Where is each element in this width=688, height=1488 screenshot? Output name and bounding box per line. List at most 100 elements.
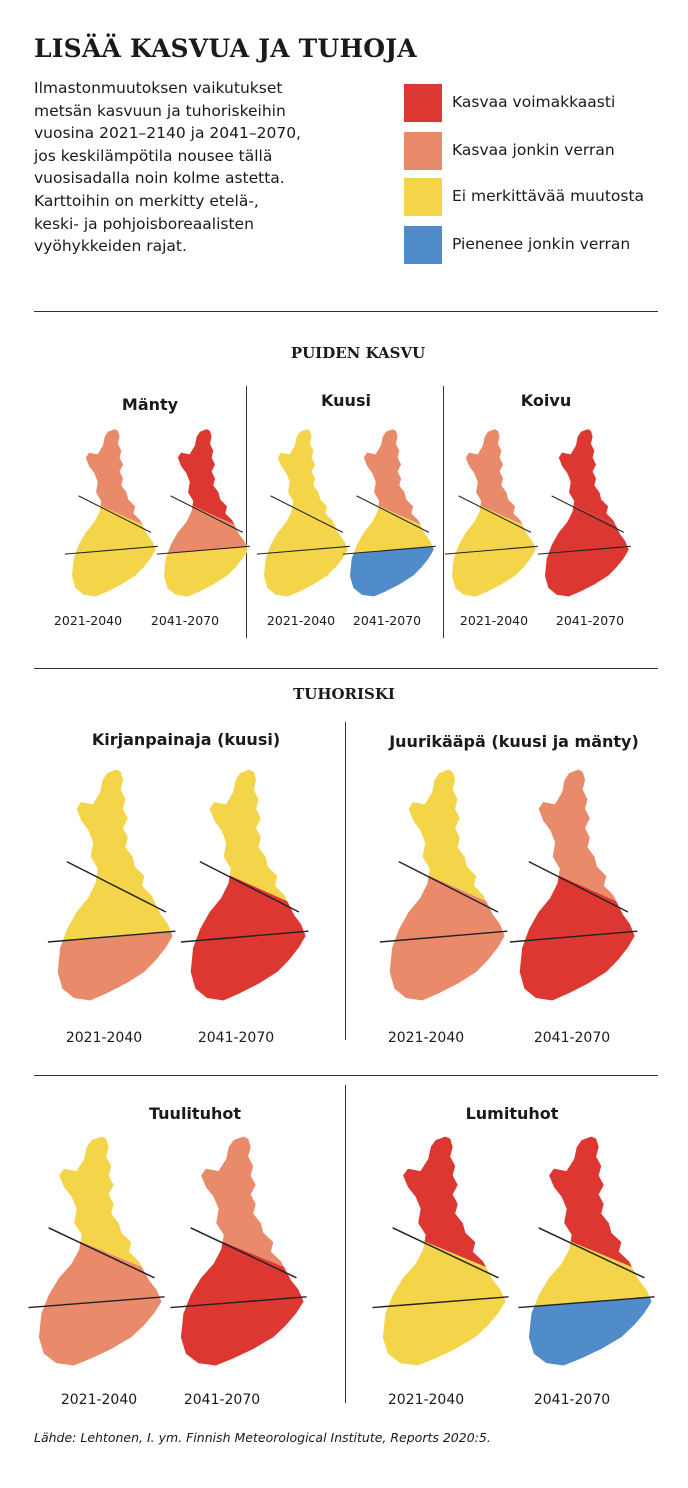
legend-label: Ei merkittävää muutosta	[452, 187, 645, 205]
finland-map-svg	[342, 428, 436, 598]
zone-south	[544, 546, 629, 597]
divider	[345, 722, 346, 1040]
intro-line: metsän kasvuun ja tuhoriskeihin	[34, 101, 286, 120]
divider	[34, 668, 658, 669]
zone-boundary-line	[180, 930, 309, 943]
panel-title-manty: Mänty	[121, 395, 179, 414]
map-outline	[382, 1135, 507, 1367]
finland-map	[342, 428, 436, 602]
zone-boundary-line	[537, 545, 631, 555]
finland-map	[372, 1135, 509, 1373]
finland-map	[47, 768, 176, 1008]
zone-south	[190, 931, 306, 1001]
period-label: 2041-2070	[533, 1392, 611, 1408]
divider	[443, 386, 444, 638]
period-label: 2021-2040	[266, 613, 336, 628]
panel-title-tuulituhot: Tuulituhot	[149, 1104, 241, 1123]
finland-map-svg	[47, 768, 176, 1002]
map-outline	[528, 1135, 653, 1367]
divider	[34, 311, 658, 312]
divider	[34, 1075, 658, 1076]
zone-boundary-line	[458, 495, 532, 533]
zone-south	[71, 546, 156, 597]
panel-title-koivu: Koivu	[520, 391, 572, 410]
zone-boundary-line	[538, 1227, 645, 1279]
zone-south	[38, 1296, 162, 1366]
finland-map	[170, 1135, 307, 1373]
map-outline	[71, 428, 157, 598]
legend-label: Kasvaa jonkin verran	[452, 141, 615, 159]
legend-item-decrease: Pienenee jonkin verran	[404, 226, 674, 264]
finland-map	[28, 1135, 165, 1373]
finland-map	[444, 428, 538, 602]
section-title-growth: PUIDEN KASVU	[290, 344, 426, 362]
zone-south	[57, 931, 173, 1001]
map-outline	[180, 1135, 305, 1367]
legend-item-strong: Kasvaa voimakkaasti	[404, 84, 674, 122]
page-title: LISÄÄ KASVUA JA TUHOJA	[34, 34, 417, 63]
zone-south	[382, 1296, 506, 1366]
zone-boundary-line	[551, 495, 625, 533]
zone-south	[519, 931, 635, 1001]
zone-boundary-line	[342, 545, 436, 555]
map-outline	[190, 768, 307, 1002]
zone-boundary-line	[509, 930, 638, 943]
divider	[345, 1085, 346, 1403]
intro-line: keski- ja pohjoisboreaalisten	[34, 214, 254, 233]
panel-title-kirjanpainaja: Kirjanpainaja (kuusi)	[91, 730, 281, 749]
legend-swatch-strong	[404, 84, 442, 122]
period-label: 2041-2070	[197, 1030, 275, 1046]
map-outline	[163, 428, 249, 598]
map-outline	[57, 768, 174, 1002]
finland-map	[180, 768, 309, 1008]
zone-boundary-line	[270, 495, 344, 533]
period-label: 2041-2070	[183, 1392, 261, 1408]
legend-label: Pienenee jonkin verran	[452, 235, 631, 253]
zone-boundary-line	[518, 1296, 655, 1309]
panel-title-kuusi: Kuusi	[321, 391, 371, 410]
period-label: 2021-2040	[459, 613, 529, 628]
zone-south	[349, 546, 434, 597]
finland-map-svg	[256, 428, 350, 598]
finland-map-svg	[180, 768, 309, 1002]
map-outline	[451, 428, 537, 598]
finland-map	[379, 768, 508, 1008]
finland-map-svg	[518, 1135, 655, 1367]
source-note: Lähde: Lehtonen, I. ym. Finnish Meteorol…	[34, 1430, 491, 1445]
intro-line: vuosisadalla noin kolme astetta.	[34, 169, 285, 188]
finland-map-svg	[28, 1135, 165, 1367]
intro-line: vuosina 2021–2140 ja 2041–2070,	[34, 124, 301, 143]
finland-map	[509, 768, 638, 1008]
zone-south	[389, 931, 505, 1001]
legend-label: Kasvaa voimakkaasti	[452, 93, 616, 111]
legend-item-some: Kasvaa jonkin verran	[404, 132, 674, 170]
finland-map-svg	[156, 428, 250, 598]
zone-boundary-line	[47, 930, 176, 943]
zone-boundary-line	[170, 1296, 307, 1309]
finland-map	[537, 428, 631, 602]
period-label: 2021-2040	[387, 1030, 465, 1046]
finland-map	[156, 428, 250, 602]
map-outline	[544, 428, 630, 598]
period-label: 2021-2040	[387, 1392, 465, 1408]
zone-boundary-line	[199, 860, 300, 913]
zone-boundary-line	[528, 860, 629, 913]
finland-map-svg	[444, 428, 538, 598]
period-label: 2021-2040	[65, 1030, 143, 1046]
zone-boundary-line	[356, 495, 430, 533]
intro-line: jos keskilämpötila nousee tällä	[34, 146, 273, 165]
map-outline	[349, 428, 435, 598]
finland-map-svg	[509, 768, 638, 1002]
zone-south	[263, 546, 348, 597]
finland-map	[518, 1135, 655, 1373]
map-outline	[38, 1135, 163, 1367]
finland-map-svg	[372, 1135, 509, 1367]
period-label: 2041-2070	[150, 613, 220, 628]
panel-title-juurikaapa: Juurikääpä (kuusi ja mänty)	[389, 732, 639, 751]
section-title-risk: TUHORISKI	[293, 685, 395, 703]
finland-map	[256, 428, 350, 602]
zone-boundary-line	[78, 495, 152, 533]
period-label: 2041-2070	[555, 613, 625, 628]
zone-boundary-line	[66, 860, 167, 913]
finland-map-svg	[537, 428, 631, 598]
